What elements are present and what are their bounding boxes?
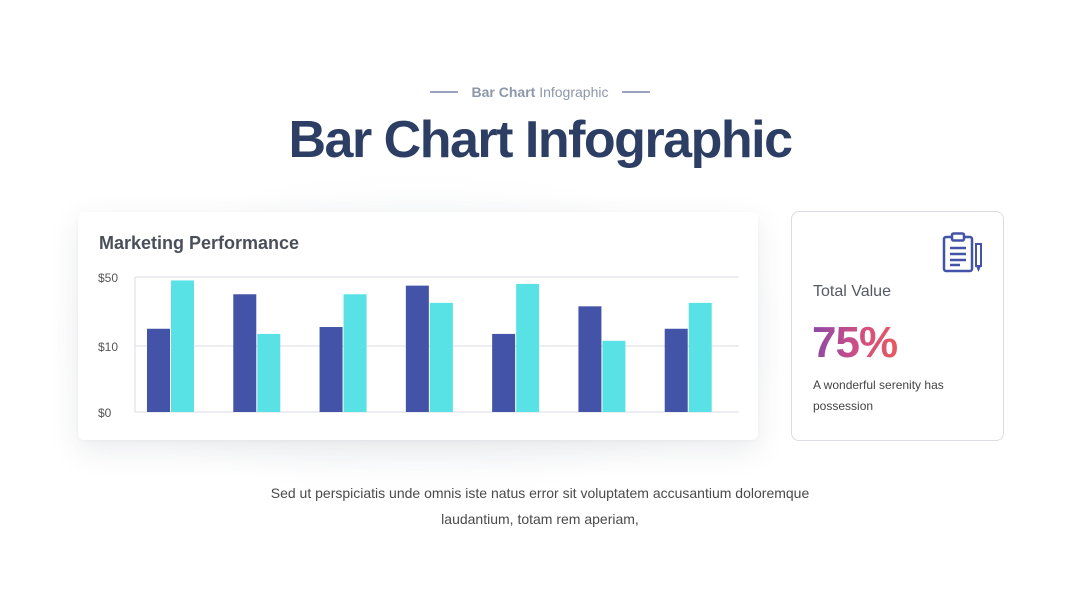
chart-card: Marketing Performance $0 $10 $50 <box>78 212 758 440</box>
bar <box>343 294 367 412</box>
y-tick-label: $50 <box>98 271 118 285</box>
eyebrow-rest: Infographic <box>535 84 609 100</box>
clipboard-icon <box>942 232 982 273</box>
page-title: Bar Chart Infographic <box>288 111 794 169</box>
left-dash-divider <box>429 91 458 93</box>
total-value-number: 75% <box>812 318 898 367</box>
footer-line-1: Sed ut perspiciatis unde omnis iste natu… <box>270 485 810 501</box>
bar <box>171 280 194 412</box>
bar <box>602 340 626 412</box>
right-dash-divider <box>622 91 651 93</box>
bar-chart: $0 $10 $50 <box>98 271 739 420</box>
bar <box>688 302 712 412</box>
footer-paragraph: Sed ut perspiciatis unde omnis iste natu… <box>240 480 840 532</box>
bar <box>578 306 602 412</box>
bar <box>147 328 170 412</box>
y-tick-label: $10 <box>98 340 118 354</box>
total-value-label: Total Value <box>813 283 891 300</box>
bar <box>492 333 516 412</box>
bar <box>405 285 429 412</box>
eyebrow: Bar Chart Infographic <box>0 82 1080 102</box>
bar <box>516 283 540 412</box>
footer-line-2: laudantium, totam rem aperiam, <box>441 511 639 527</box>
y-tick-label: $0 <box>98 406 112 420</box>
eyebrow-bold: Bar Chart <box>471 84 536 100</box>
bar <box>319 327 343 412</box>
bar <box>664 328 688 412</box>
bar <box>233 294 257 412</box>
bar <box>429 302 453 412</box>
total-value-description: A wonderful serenity has possession <box>813 378 944 413</box>
eyebrow-text: Bar Chart Infographic <box>472 84 609 100</box>
chart-title: Marketing Performance <box>99 233 300 253</box>
bar <box>257 333 281 412</box>
stat-card: Total Value 75% A wonderful serenity has… <box>791 211 1004 441</box>
